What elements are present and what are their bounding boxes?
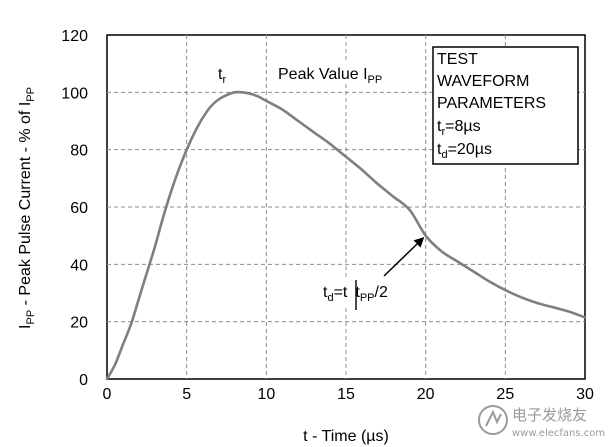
parameters-box (432, 46, 579, 165)
y-tick-label-100: 100 (61, 85, 88, 102)
y-tick-label-0: 0 (79, 372, 88, 389)
x-tick-label-0: 0 (103, 386, 112, 403)
x-tick-label-15: 15 (337, 386, 355, 403)
param-line-3: PARAMETERS (437, 95, 546, 112)
peak-label-background (272, 62, 404, 84)
y-tick-label-20: 20 (70, 315, 88, 332)
rise-time-label: tr (218, 66, 226, 86)
param-decay-time: td=20µs (437, 141, 492, 161)
param-line-2: WAVEFORM (437, 73, 529, 90)
waveform-curve (105, 90, 587, 381)
y-tick-label-40: 40 (70, 257, 88, 274)
param-line-1: TEST (437, 51, 478, 68)
watermark-brand: 电子发烧友 (512, 406, 587, 424)
decay-arrowhead (413, 237, 425, 248)
peak-value-label: Peak Value IPP (278, 66, 382, 86)
decay-time-label: td=t tPP/2 (323, 284, 388, 304)
watermark: 电子发烧友 www.elecfans.com (478, 405, 605, 439)
y-tick-label-80: 80 (70, 143, 88, 160)
x-tick-label-25: 25 (496, 386, 514, 403)
y-tick-label-120: 120 (61, 28, 88, 45)
watermark-logo-mark (485, 409, 502, 427)
y-axis-title: IPP - Peak Pulse Current - % of IPP (17, 87, 37, 329)
watermark-logo-icon (478, 405, 508, 435)
y-tick-label-60: 60 (70, 200, 88, 217)
x-tick-label-10: 10 (257, 386, 275, 403)
decay-label-background (318, 277, 408, 305)
x-tick-label-5: 5 (182, 386, 191, 403)
x-tick-label-30: 30 (576, 386, 594, 403)
x-axis-title: t - Time (µs) (303, 428, 389, 445)
y-tick-labels: 0 20 40 60 80 100 120 (61, 28, 88, 389)
param-rise-time: tr=8µs (437, 118, 481, 138)
decay-arrow (383, 243, 418, 277)
x-tick-labels: 0 5 10 15 20 25 30 (103, 386, 594, 403)
watermark-url: www.elecfans.com (512, 428, 605, 439)
x-tick-label-20: 20 (417, 386, 435, 403)
